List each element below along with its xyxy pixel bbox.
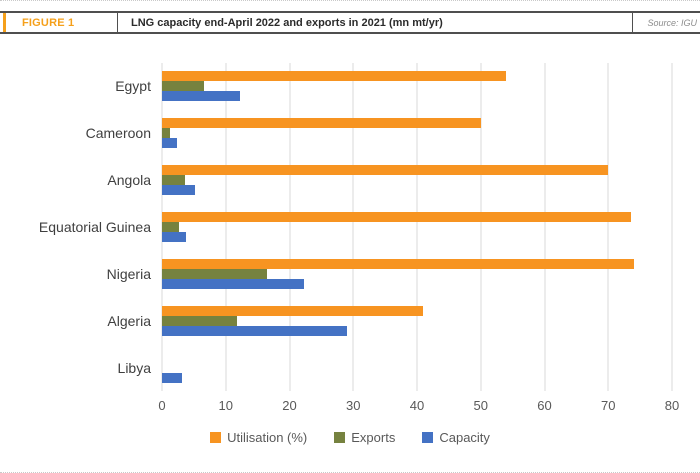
figure-label: FIGURE 1: [0, 13, 118, 32]
chart-row-equatorial-guinea: Equatorial Guinea: [0, 204, 672, 251]
bar-utilisation-algeria: [162, 305, 424, 316]
x-tick-label-80: 80: [664, 398, 680, 413]
category-label-algeria: Algeria: [107, 312, 151, 329]
bar-utilisation-nigeria: [162, 258, 634, 269]
bar-capacity-cameroon: [162, 138, 178, 149]
bar-group-egypt: [162, 71, 672, 102]
figure-source: Source: IGU: [647, 17, 697, 28]
figure-title: LNG capacity end-April 2022 and exports …: [118, 13, 633, 32]
bar-utilisation-cameroon: [162, 118, 481, 129]
chart-row-algeria: Algeria: [0, 297, 672, 344]
bar-utilisation-equatorial-guinea: [162, 212, 631, 222]
chart-area: Egypt Cameroon Angola Equatorial Guinea Nige…: [0, 63, 700, 445]
bar-capacity-equatorial-guinea: [162, 232, 186, 242]
x-tick-label-40: 40: [409, 398, 425, 413]
x-tick-label-70: 70: [601, 398, 616, 413]
chart-row-angola: Angola: [0, 157, 672, 204]
bar-group-cameroon: [162, 118, 672, 149]
category-label-equatorial-guinea: Equatorial Guinea: [38, 219, 151, 235]
bar-capacity-nigeria: [162, 278, 304, 289]
category-label-cameroon: Cameroon: [85, 125, 151, 142]
capacity-swatch-icon: [422, 432, 434, 443]
x-tick-label-10: 10: [218, 398, 233, 413]
chart-row-cameroon: Cameroon: [0, 110, 672, 157]
legend-item-capacity: Capacity: [422, 430, 490, 445]
bar-utilisation-angola: [162, 165, 609, 176]
bar-utilisation-egypt: [162, 71, 507, 82]
x-axis: 0 10 20 30 40 50 60 70 80: [158, 391, 679, 417]
x-tick-label-0: 0: [158, 398, 166, 413]
bar-group-libya: [162, 353, 672, 383]
bar-capacity-algeria: [162, 325, 347, 336]
bar-group-equatorial-guinea: [162, 212, 672, 242]
category-label-libya: Libya: [117, 359, 151, 376]
bar-exports-angola: [162, 175, 185, 186]
bar-exports-algeria: [162, 315, 238, 326]
legend: Utilisation (%) Exports Capacity: [0, 430, 700, 445]
legend-label-exports: Exports: [351, 430, 396, 445]
bar-group-angola: [162, 165, 672, 196]
bar-exports-egypt: [162, 81, 205, 92]
bar-capacity-egypt: [162, 91, 240, 102]
figure-header: FIGURE 1 LNG capacity end-April 2022 and…: [0, 11, 700, 34]
legend-item-utilisation: Utilisation (%): [210, 430, 307, 445]
legend-label-capacity: Capacity: [439, 430, 490, 445]
chart-row-egypt: Egypt: [0, 63, 672, 110]
legend-item-exports: Exports: [334, 430, 395, 445]
category-label-egypt: Egypt: [115, 78, 151, 95]
x-tick-label-30: 30: [346, 398, 361, 413]
bar-exports-equatorial-guinea: [162, 222, 180, 232]
x-tick-label-60: 60: [537, 398, 552, 413]
bar-capacity-libya: [162, 372, 183, 383]
bar-exports-cameroon: [162, 128, 170, 139]
x-tick-label-50: 50: [473, 398, 488, 413]
x-tick-label-20: 20: [282, 398, 297, 413]
bar-group-algeria: [162, 305, 672, 336]
category-label-nigeria: Nigeria: [106, 265, 151, 282]
bar-group-nigeria: [162, 258, 672, 289]
bar-capacity-angola: [162, 185, 196, 196]
chart-row-libya: Libya: [0, 344, 672, 391]
accent-strip: [3, 13, 6, 32]
chart-rows: Egypt Cameroon Angola Equatorial Guinea Nige…: [0, 63, 700, 391]
bar-exports-nigeria: [162, 268, 267, 279]
legend-label-utilisation: Utilisation (%): [227, 430, 308, 445]
utilisation-swatch-icon: [210, 432, 222, 443]
category-label-angola: Angola: [107, 172, 151, 189]
exports-swatch-icon: [334, 432, 346, 443]
chart-row-nigeria: Nigeria: [0, 250, 672, 297]
